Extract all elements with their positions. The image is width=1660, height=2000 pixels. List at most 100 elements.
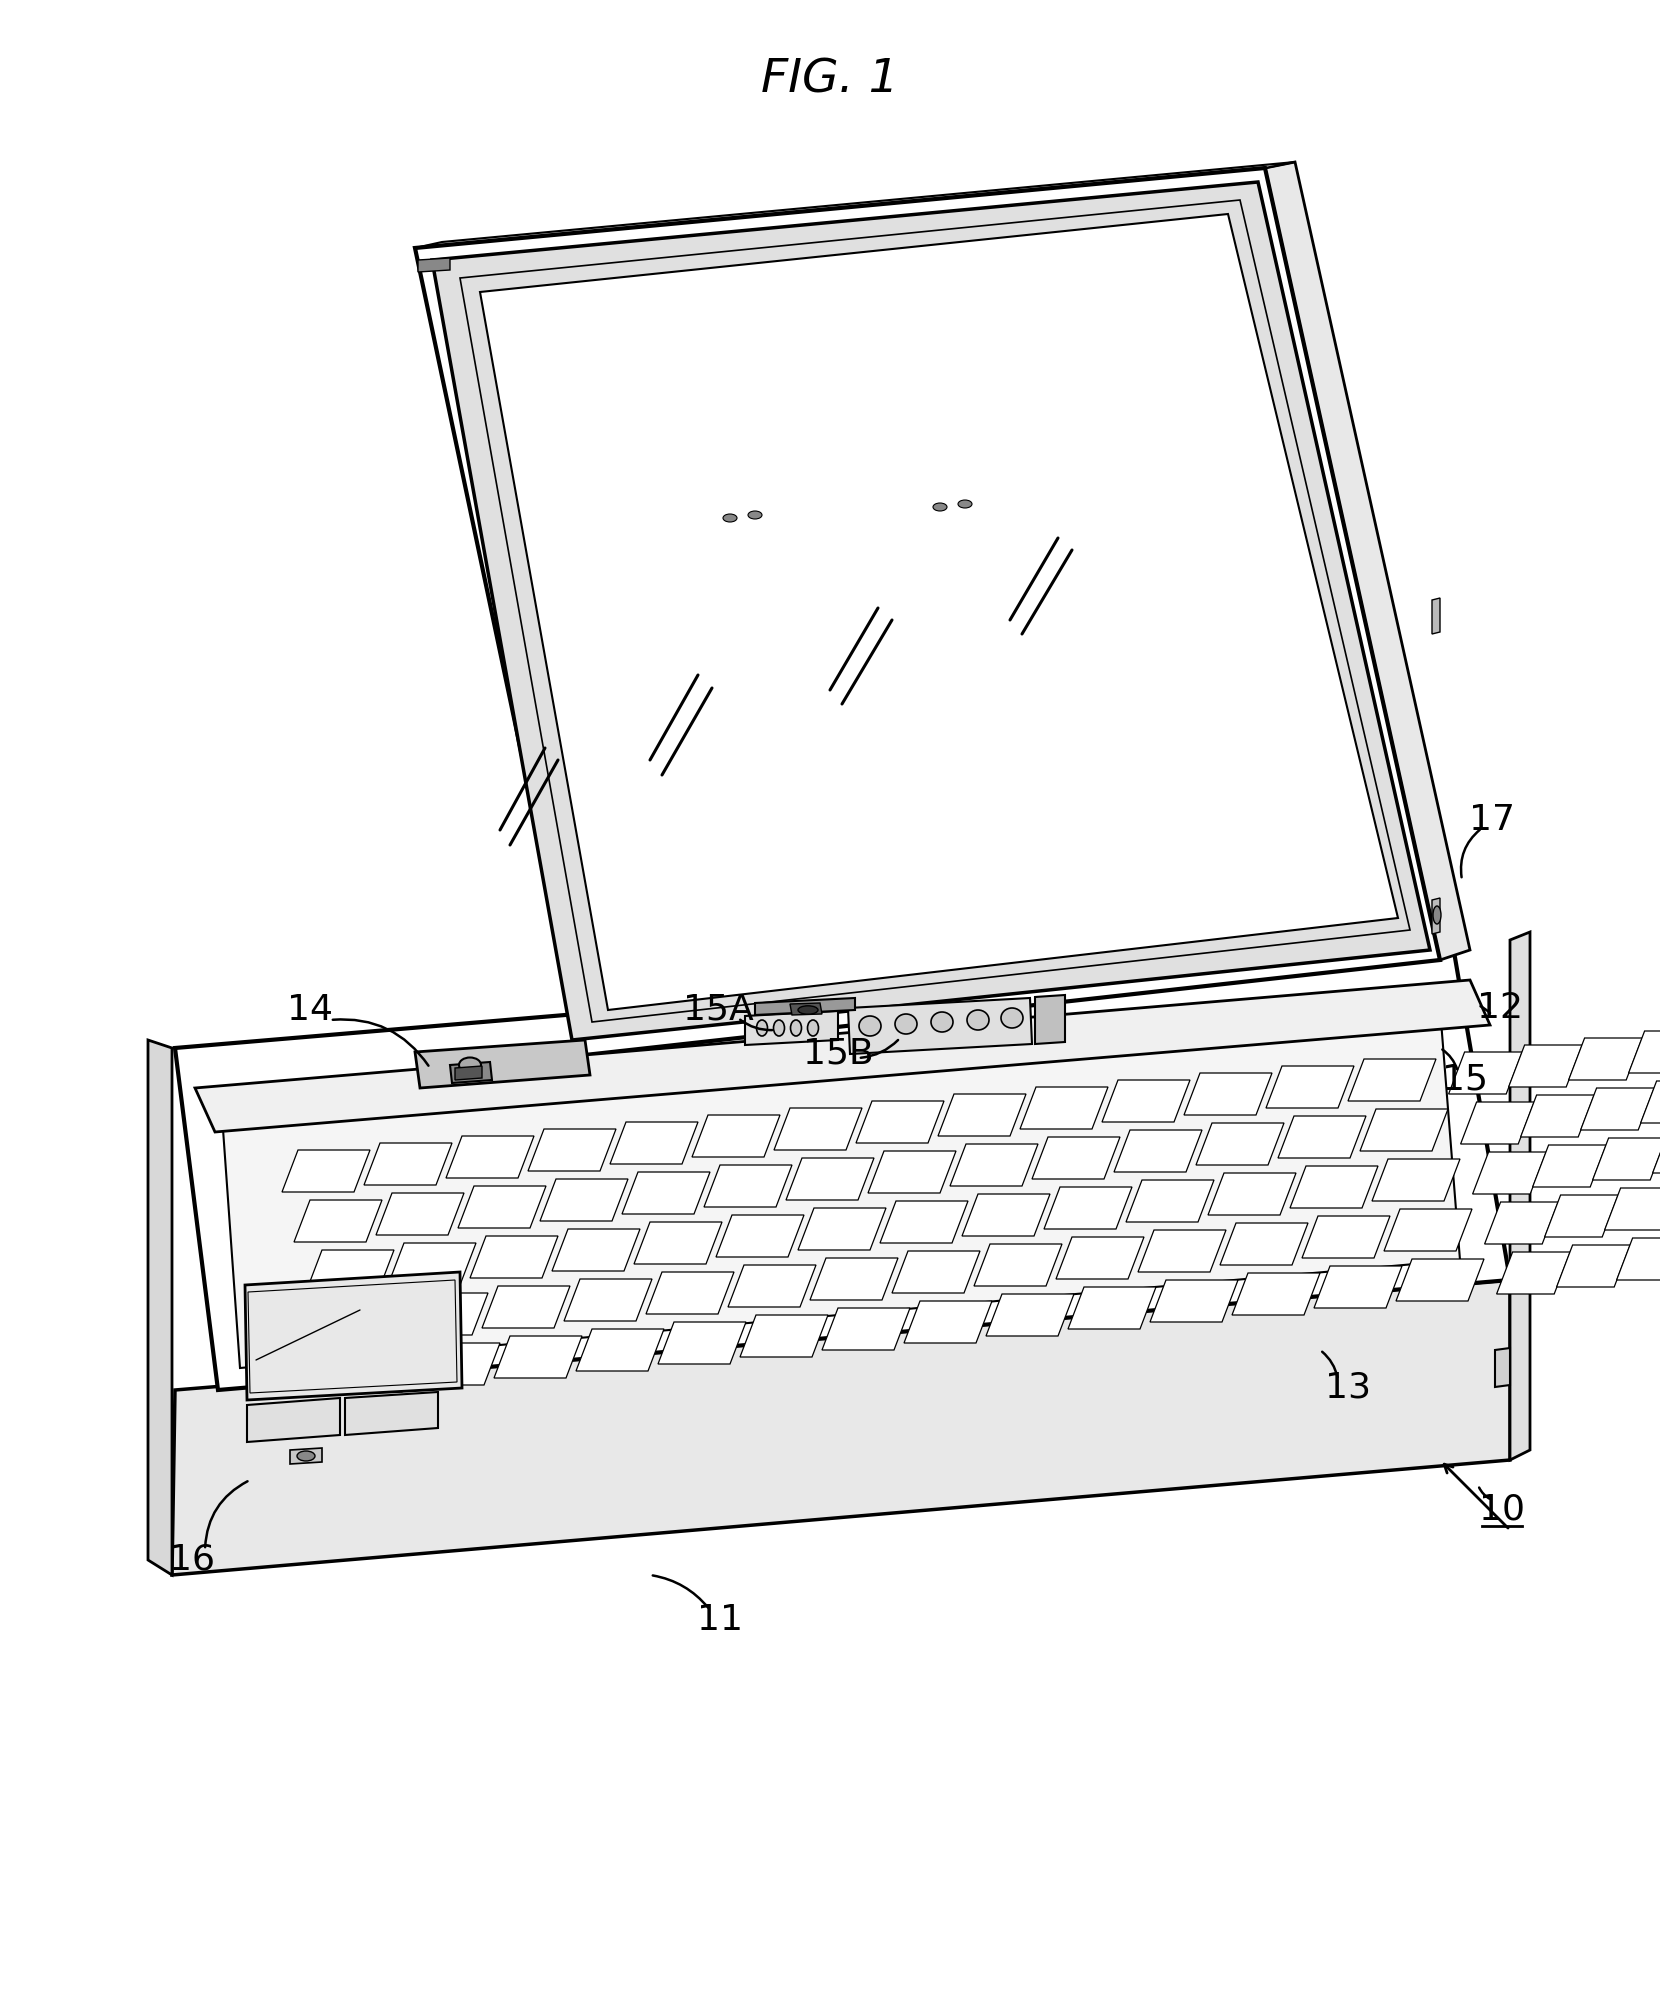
Ellipse shape (933, 502, 946, 510)
Text: 14: 14 (287, 992, 334, 1028)
Polygon shape (400, 1294, 488, 1336)
Ellipse shape (749, 510, 762, 518)
Polygon shape (1628, 1032, 1660, 1072)
Text: 15B: 15B (803, 1036, 873, 1072)
Polygon shape (246, 1272, 461, 1400)
Polygon shape (148, 1040, 173, 1576)
Ellipse shape (958, 500, 973, 508)
Polygon shape (1557, 1244, 1630, 1288)
Polygon shape (1195, 1124, 1283, 1164)
Polygon shape (432, 182, 1429, 1040)
Polygon shape (1360, 1108, 1448, 1152)
Text: 13: 13 (1325, 1372, 1371, 1404)
Polygon shape (480, 214, 1398, 1010)
Polygon shape (755, 998, 855, 1016)
Polygon shape (1640, 1080, 1660, 1124)
Text: 15A: 15A (682, 992, 754, 1028)
Polygon shape (1125, 1180, 1213, 1222)
Ellipse shape (1433, 906, 1441, 924)
Polygon shape (790, 1004, 822, 1016)
Polygon shape (1301, 1216, 1389, 1258)
Polygon shape (1544, 1194, 1618, 1236)
Polygon shape (1511, 932, 1531, 1460)
Ellipse shape (297, 1452, 315, 1460)
Ellipse shape (895, 1014, 916, 1034)
Polygon shape (1384, 1208, 1472, 1252)
Polygon shape (1496, 1348, 1511, 1388)
Polygon shape (729, 1266, 817, 1308)
Polygon shape (1033, 1136, 1120, 1178)
Polygon shape (798, 1208, 886, 1250)
Polygon shape (290, 1448, 322, 1464)
Polygon shape (564, 1280, 652, 1320)
Polygon shape (1044, 1186, 1132, 1228)
Polygon shape (576, 1328, 664, 1372)
Polygon shape (481, 1286, 569, 1328)
Polygon shape (1461, 1102, 1534, 1144)
Polygon shape (1509, 1044, 1582, 1088)
Polygon shape (447, 1136, 535, 1178)
Polygon shape (1449, 1052, 1522, 1094)
Ellipse shape (460, 1058, 481, 1072)
Polygon shape (1265, 162, 1471, 960)
Polygon shape (1617, 1238, 1660, 1280)
Polygon shape (1278, 1116, 1366, 1158)
Polygon shape (609, 1122, 697, 1164)
Polygon shape (622, 1172, 710, 1214)
Polygon shape (415, 168, 1439, 1056)
Polygon shape (345, 1392, 438, 1436)
Polygon shape (1034, 994, 1066, 1044)
Polygon shape (330, 1350, 418, 1392)
Polygon shape (1208, 1172, 1296, 1214)
Polygon shape (388, 1242, 476, 1286)
Ellipse shape (774, 1020, 785, 1036)
Polygon shape (470, 1236, 558, 1278)
Polygon shape (1315, 1266, 1403, 1308)
Polygon shape (173, 1280, 1511, 1576)
Polygon shape (715, 1214, 803, 1258)
Polygon shape (415, 162, 1295, 248)
Polygon shape (1532, 1144, 1607, 1186)
Polygon shape (1348, 1060, 1436, 1100)
Polygon shape (247, 1398, 340, 1442)
Text: 10: 10 (1479, 1492, 1526, 1528)
Polygon shape (377, 1192, 465, 1234)
Polygon shape (1373, 1160, 1461, 1200)
Polygon shape (1521, 1096, 1594, 1136)
Polygon shape (857, 1100, 945, 1144)
Polygon shape (1396, 1260, 1484, 1300)
Polygon shape (657, 1322, 745, 1364)
Polygon shape (938, 1094, 1026, 1136)
Polygon shape (1592, 1138, 1660, 1180)
Polygon shape (1114, 1130, 1202, 1172)
Polygon shape (305, 1250, 393, 1292)
Ellipse shape (790, 1020, 802, 1036)
Polygon shape (868, 1152, 956, 1192)
Polygon shape (1433, 898, 1439, 934)
Polygon shape (1102, 1080, 1190, 1122)
Polygon shape (822, 1308, 910, 1350)
Ellipse shape (968, 1010, 989, 1030)
Polygon shape (740, 1316, 828, 1356)
Polygon shape (986, 1294, 1074, 1336)
Polygon shape (1472, 1152, 1545, 1194)
Polygon shape (364, 1144, 452, 1184)
Polygon shape (1497, 1252, 1570, 1294)
Text: 11: 11 (697, 1604, 744, 1636)
Polygon shape (1056, 1236, 1144, 1280)
Polygon shape (528, 1128, 616, 1170)
Polygon shape (1580, 1088, 1655, 1130)
Ellipse shape (931, 1012, 953, 1032)
Polygon shape (1267, 1066, 1355, 1108)
Polygon shape (1653, 1132, 1660, 1172)
Polygon shape (1290, 1166, 1378, 1208)
Polygon shape (1184, 1072, 1272, 1116)
Polygon shape (905, 1300, 993, 1344)
Text: 12: 12 (1477, 990, 1522, 1024)
Polygon shape (1019, 1088, 1107, 1128)
Polygon shape (412, 1344, 500, 1384)
Ellipse shape (757, 1020, 767, 1036)
Polygon shape (692, 1116, 780, 1156)
Polygon shape (1433, 598, 1439, 634)
Polygon shape (194, 980, 1491, 1132)
